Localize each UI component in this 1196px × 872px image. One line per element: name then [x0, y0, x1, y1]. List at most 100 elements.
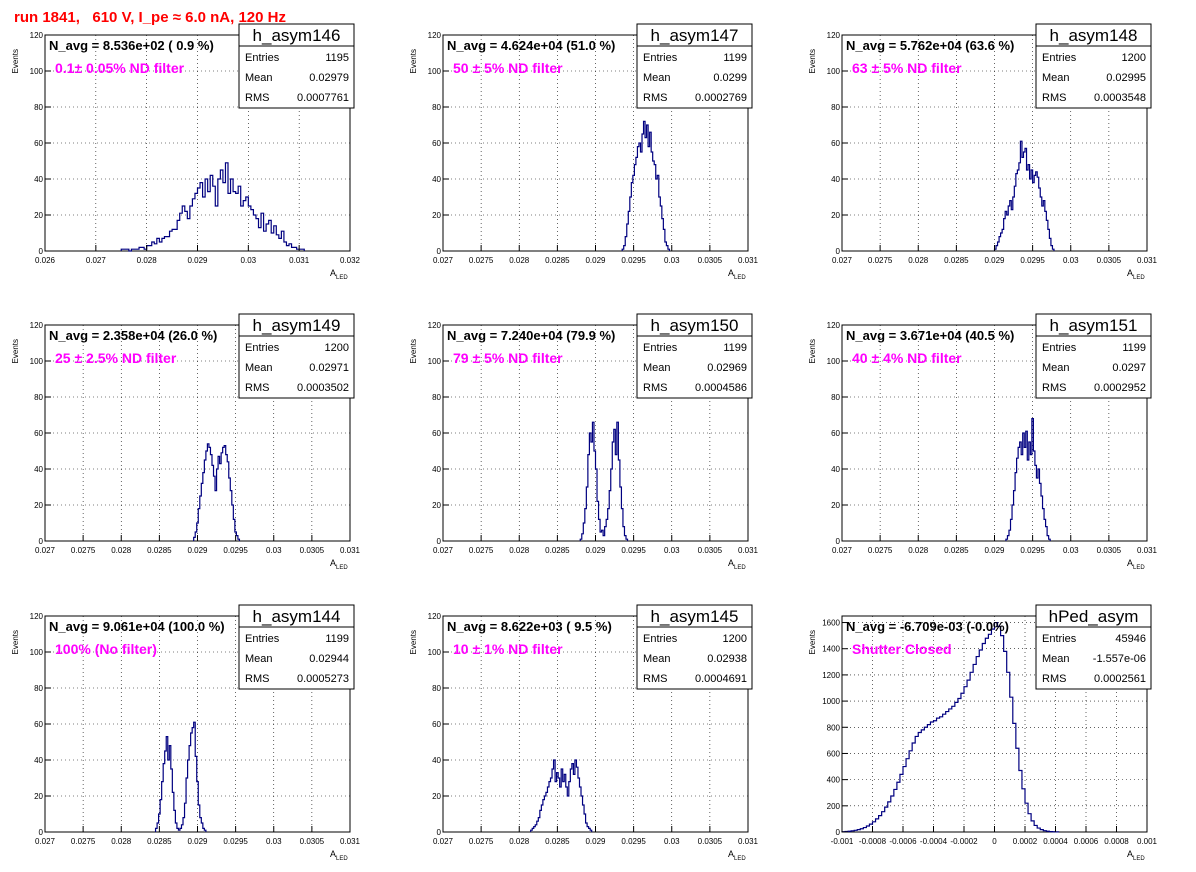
histogram-bin: [937, 718, 940, 832]
histogram-bin: [1024, 447, 1026, 541]
histogram-outline: [154, 721, 207, 832]
histogram-bin: [912, 743, 915, 832]
stat-label: RMS: [1042, 673, 1066, 685]
histogram-bin: [195, 193, 198, 251]
stat-label: Entries: [643, 633, 678, 645]
histogram-bin: [985, 638, 988, 832]
stat-value: 0.0002952: [1094, 382, 1146, 394]
y-tick-label: 120: [428, 31, 442, 40]
stat-label: Entries: [1042, 52, 1077, 64]
x-tick-label: 0.0285: [944, 256, 969, 265]
histogram-name: h_asym148: [1050, 26, 1138, 45]
x-tick-label: 0.0008: [1104, 837, 1129, 846]
histogram-bin: [961, 693, 964, 832]
panel-title: N_avg = 8.536e+02 ( 0.9 %): [49, 38, 214, 53]
histogram-bin: [1030, 455, 1032, 541]
stat-label: Mean: [643, 72, 671, 84]
y-tick-label: 40: [432, 175, 441, 184]
histogram-bin: [236, 193, 239, 251]
stats-box: [636, 604, 753, 690]
histogram-bin: [544, 796, 546, 832]
x-tick-label: 0.0295: [223, 837, 248, 846]
stat-value: 0.0007761: [297, 92, 349, 104]
y-tick-label: 80: [34, 684, 43, 693]
y-tick-label: 40: [34, 175, 43, 184]
x-tick-label: -0.0004: [920, 837, 948, 846]
stat-value: 1200: [723, 633, 747, 645]
y-tick-label: 20: [432, 211, 441, 220]
y-tick-label: 0: [437, 828, 442, 837]
x-tick-label: 0.0275: [868, 546, 893, 555]
histogram-bin: [1019, 163, 1021, 251]
y-tick-label: 0: [39, 247, 44, 256]
stat-value: 0.0002561: [1094, 673, 1146, 685]
histogram-bin: [167, 237, 170, 251]
run-info-title: run 1841, 610 V, I_pe ≈ 6.0 nA, 120 Hz: [14, 9, 286, 26]
histogram-outline: [120, 162, 305, 252]
histogram-bin: [259, 228, 262, 251]
histogram-name: h_asym151: [1050, 316, 1138, 335]
x-tick-label: 0.028: [509, 837, 530, 846]
y-tick-label: 40: [831, 175, 840, 184]
x-tick-label: -0.001: [831, 837, 854, 846]
x-tick-label: 0.0305: [1097, 256, 1122, 265]
stat-value: 1200: [1122, 52, 1146, 64]
x-tick-label: 0.0004: [1043, 837, 1068, 846]
stat-value: 0.02971: [309, 362, 349, 374]
y-tick-label: 200: [827, 802, 841, 811]
x-tick-label: 0.029: [984, 546, 1005, 555]
x-tick-label: 0.0305: [1097, 546, 1122, 555]
x-tick-label: 0.0275: [868, 256, 893, 265]
histogram-bin: [1018, 447, 1020, 541]
y-axis-label: Events: [808, 49, 817, 73]
stat-label: RMS: [643, 382, 667, 394]
histogram-bin: [551, 778, 553, 832]
histogram-bin: [573, 774, 575, 832]
histogram-outline: [841, 621, 1060, 833]
histogram-bin: [991, 629, 994, 832]
histogram-bin: [228, 193, 231, 251]
histogram-bin: [958, 698, 961, 832]
histogram-bin: [940, 717, 943, 832]
x-tick-label: 0.028: [137, 256, 158, 265]
histogram-bin: [600, 532, 602, 541]
histogram-panel-h_asym151: 0.027 0.0275 0.028 0.0285 0.029 0.0295 0.03 0.0…: [808, 313, 1158, 571]
histogram-panel-h_asym145: 0.027 0.0275 0.028 0.0285 0.029 0.0295 0.03 0.0…: [409, 604, 759, 862]
histogram-bin: [900, 774, 903, 832]
panel-title: N_avg = 4.624e+04 (51.0 %): [447, 38, 615, 53]
x-tick-label: 0.0006: [1074, 837, 1099, 846]
y-tick-label: 80: [831, 393, 840, 402]
x-tick-label: 0.0285: [944, 546, 969, 555]
histogram-bin: [286, 246, 289, 251]
histogram-bin: [915, 736, 918, 832]
y-axis-label: Events: [409, 339, 418, 363]
x-tick-label: 0.031: [289, 256, 310, 265]
histogram-bin: [1042, 206, 1044, 251]
x-tick-label: 0.0295: [621, 546, 646, 555]
y-tick-label: 100: [30, 648, 44, 657]
panel-title: N_avg = 9.061e+04 (100.0 %): [49, 619, 225, 634]
x-tick-label: 0.029: [585, 546, 606, 555]
stat-label: RMS: [1042, 92, 1066, 104]
histogram-outline: [1005, 418, 1051, 541]
y-tick-label: 60: [432, 720, 441, 729]
x-tick-label: 0.029: [187, 256, 208, 265]
histogram-name: h_asym149: [253, 316, 341, 335]
histogram-bin: [903, 767, 906, 832]
histogram-bin: [921, 730, 924, 832]
histogram-bin: [934, 721, 937, 832]
stat-value: 1199: [1122, 342, 1146, 354]
histogram-bin: [206, 451, 208, 541]
stat-label: RMS: [245, 92, 269, 104]
histogram-bin: [567, 796, 569, 832]
stat-value: 1199: [723, 342, 747, 354]
panel-title: N_avg = 7.240e+04 (79.9 %): [447, 328, 615, 343]
y-tick-label: 20: [831, 501, 840, 510]
stat-label: RMS: [643, 92, 667, 104]
y-tick-label: 100: [827, 357, 841, 366]
x-tick-label: 0.0295: [1020, 546, 1045, 555]
x-tick-label: 0.029: [187, 546, 208, 555]
filter-annotation: 50 ± 5% ND filter: [453, 60, 563, 76]
x-tick-label: 0.028: [908, 546, 929, 555]
histogram-outline: [579, 421, 629, 541]
